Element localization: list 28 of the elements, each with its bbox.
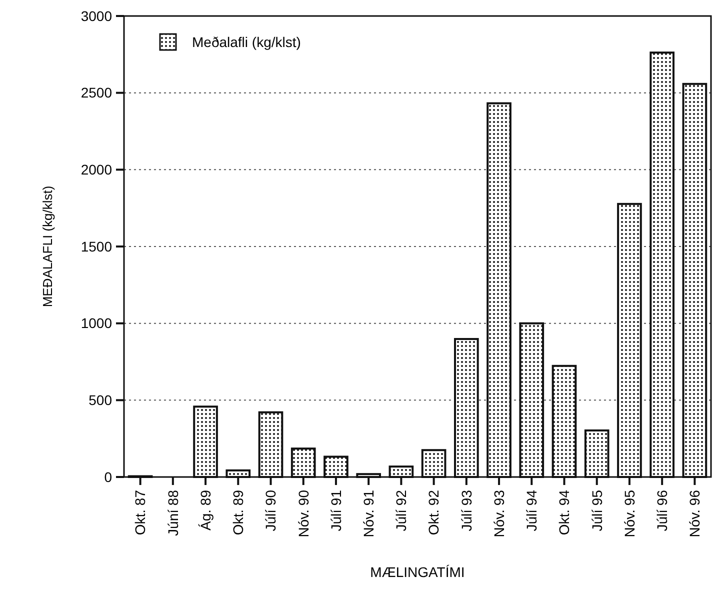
y-tick-label: 0	[104, 468, 112, 485]
x-tick-label: Nóv. 93	[490, 490, 507, 538]
x-tick-label: Okt. 89	[230, 490, 246, 536]
x-tick-label: Júlí 90	[262, 490, 279, 532]
x-tick-label: Júní 88	[164, 490, 181, 536]
y-tick-label: 2500	[80, 84, 112, 101]
x-tick-label: Júlí 91	[328, 490, 344, 532]
x-tick-label: Júlí 96	[654, 490, 670, 532]
y-axis-title: MEÐALAFLI (kg/klst)	[40, 186, 55, 308]
x-tick-label: Nóv. 96	[686, 490, 703, 538]
legend-label: Meðalafli (kg/klst)	[192, 34, 301, 50]
x-tick-label: Júlí 95	[588, 490, 605, 532]
y-tick-label: 500	[88, 392, 112, 408]
x-tick-label: Okt. 94	[556, 490, 572, 536]
x-tick-label: Nóv. 95	[621, 490, 638, 538]
x-axis-title: MÆLINGATÍMI	[370, 564, 465, 580]
x-tick-label: Okt. 87	[132, 490, 148, 536]
x-tick-label: Nóv. 90	[295, 490, 312, 538]
y-tick-label: 1500	[80, 238, 112, 254]
x-tick-label: Júlí 92	[393, 490, 410, 532]
x-tick-label: Júlí 94	[524, 490, 540, 532]
y-tick-label: 1000	[80, 315, 112, 332]
x-tick-label: Okt. 92	[426, 490, 442, 536]
y-tick-label: 2000	[80, 162, 112, 178]
x-tick-label: Ág. 89	[197, 490, 214, 530]
y-tick-label: 3000	[80, 8, 112, 24]
x-tick-label: Júlí 93	[458, 490, 474, 532]
x-tick-label: Nóv. 91	[360, 490, 376, 538]
